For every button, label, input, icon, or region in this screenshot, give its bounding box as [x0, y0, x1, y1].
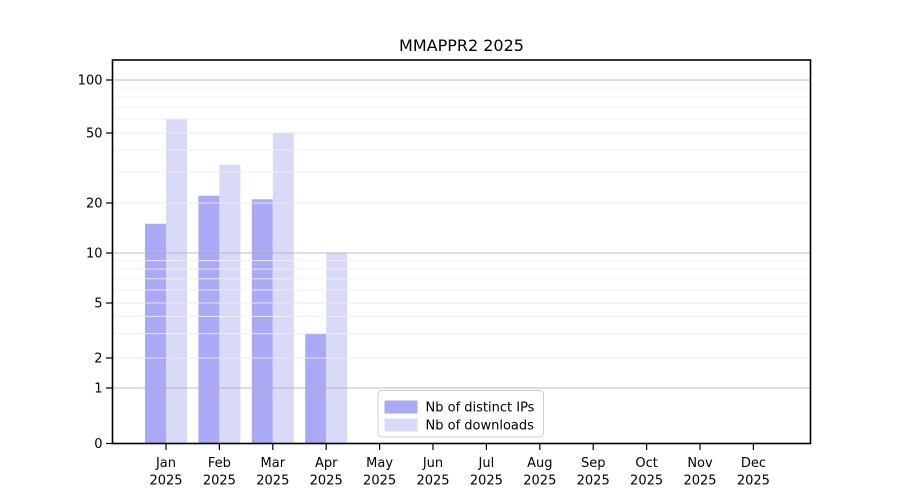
x-tick-year-label: 2025 — [256, 474, 289, 489]
x-tick-month-label: Dec — [741, 456, 766, 471]
y-tick-label: 20 — [86, 197, 103, 212]
bar-nb-of-downloads-apr — [326, 253, 348, 444]
x-tick-month-label: Nov — [687, 456, 713, 471]
y-axis: 0 1 2 5 10 20 50 100 — [78, 74, 113, 452]
y-tick-label: 50 — [86, 127, 103, 142]
x-tick-year-label: 2025 — [523, 474, 556, 489]
y-tick-label: 0 — [94, 437, 102, 452]
x-tick-year-label: 2025 — [577, 474, 610, 489]
gridlines-group — [113, 79, 810, 389]
legend-swatch-distinct-ips — [384, 400, 418, 414]
x-tick-year-label: 2025 — [737, 474, 770, 489]
legend-box — [377, 390, 544, 438]
x-tick-month-label: Jul — [478, 456, 495, 471]
x-tick-year-label: 2025 — [683, 474, 716, 489]
chart-title: MMAPPR2 2025 — [399, 36, 524, 55]
legend-swatch-downloads — [384, 418, 418, 432]
x-tick-month-label: Sep — [581, 456, 606, 471]
x-tick-year-label: 2025 — [149, 474, 182, 489]
x-tick-year-label: 2025 — [363, 474, 396, 489]
x-axis: Jan 2025 Feb 2025 Mar 2025 Apr 2025 May 2025 Jun 20… — [149, 443, 770, 489]
bar-nb-of-distinct-ips-feb — [198, 195, 220, 444]
bar-nb-of-downloads-jan — [166, 119, 187, 444]
y-tick-label: 10 — [86, 247, 103, 262]
x-tick-month-label: Oct — [635, 456, 657, 471]
y-tick-label: 1 — [94, 382, 102, 397]
bars-group — [145, 119, 348, 444]
x-tick-month-label: Mar — [261, 456, 286, 471]
x-tick-year-label: 2025 — [203, 474, 236, 489]
plot-border — [111, 59, 812, 445]
legend: Nb of distinct IPs Nb of downloads — [377, 390, 544, 438]
x-tick-month-label: Feb — [208, 456, 231, 471]
legend-label-distinct-ips: Nb of distinct IPs — [426, 401, 535, 416]
bar-nb-of-distinct-ips-mar — [251, 199, 273, 444]
y-tick-label: 2 — [94, 352, 102, 367]
x-tick-month-label: Jun — [422, 456, 443, 471]
x-tick-year-label: 2025 — [630, 474, 663, 489]
x-tick-month-label: May — [366, 456, 393, 471]
bar-nb-of-downloads-feb — [219, 164, 241, 444]
x-tick-month-label: Jan — [155, 456, 176, 471]
x-tick-year-label: 2025 — [416, 474, 449, 489]
x-tick-month-label: Apr — [315, 456, 338, 471]
x-tick-month-label: Aug — [527, 456, 552, 471]
bar-nb-of-distinct-ips-apr — [305, 333, 327, 444]
x-tick-year-label: 2025 — [470, 474, 503, 489]
x-tick-year-label: 2025 — [310, 474, 343, 489]
legend-label-downloads: Nb of downloads — [426, 419, 535, 434]
y-tick-label: 5 — [94, 297, 102, 312]
y-tick-label: 100 — [78, 74, 103, 89]
bar-nb-of-downloads-mar — [272, 133, 294, 444]
